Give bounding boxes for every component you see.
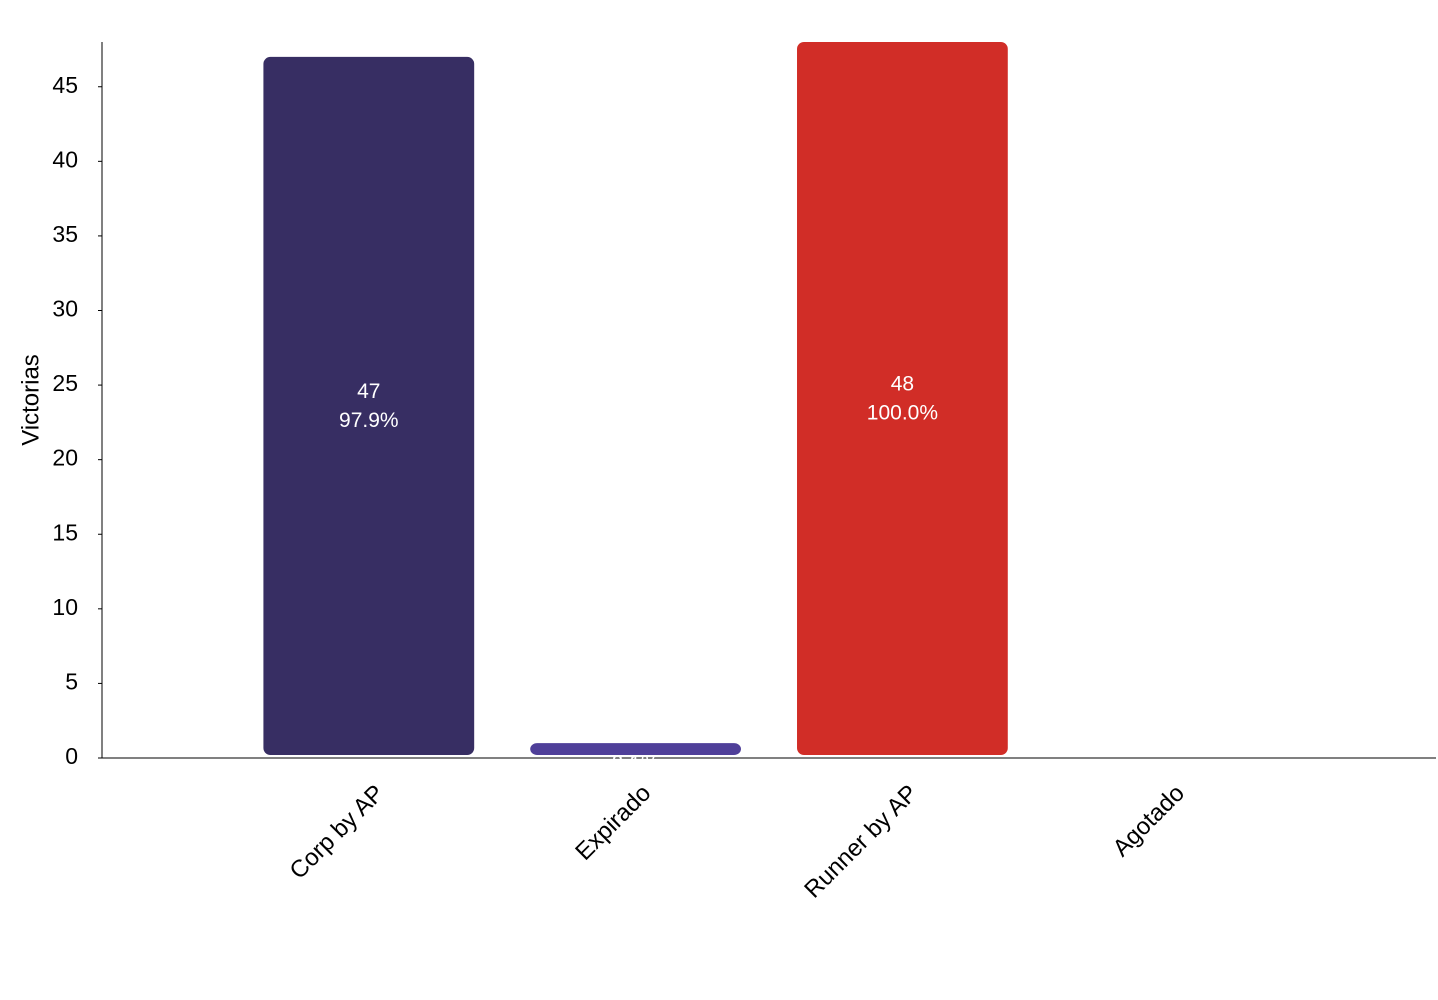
bar xyxy=(797,42,1008,755)
y-tick-label: 45 xyxy=(52,72,78,98)
percent-label: 97.9% xyxy=(339,409,399,432)
x-tick-label: Corp by AP xyxy=(285,780,390,885)
y-tick-label: 5 xyxy=(65,668,78,694)
percent-label: 100.0% xyxy=(867,402,938,425)
percent-label: 2.1% xyxy=(612,752,660,775)
bar xyxy=(263,56,475,755)
y-tick-label: 35 xyxy=(52,221,78,247)
y-tick-label: 0 xyxy=(65,743,78,769)
y-tick-label: 25 xyxy=(52,370,78,396)
value-label: 47 xyxy=(357,380,380,403)
y-tick-label: 40 xyxy=(52,146,78,172)
bar xyxy=(530,743,741,755)
y-axis-title: Victorias xyxy=(17,354,44,446)
y-tick-label: 30 xyxy=(52,296,78,322)
value-label: 1 xyxy=(630,723,642,746)
x-tick-label: Agotado xyxy=(1108,780,1190,862)
y-tick-label: 20 xyxy=(52,445,78,471)
value-label: 48 xyxy=(891,373,914,396)
y-tick-label: 10 xyxy=(52,594,78,620)
x-tick-label: Runner by AP xyxy=(799,780,923,904)
y-tick-label: 15 xyxy=(52,519,78,545)
x-tick-label: Expirado xyxy=(570,780,656,866)
